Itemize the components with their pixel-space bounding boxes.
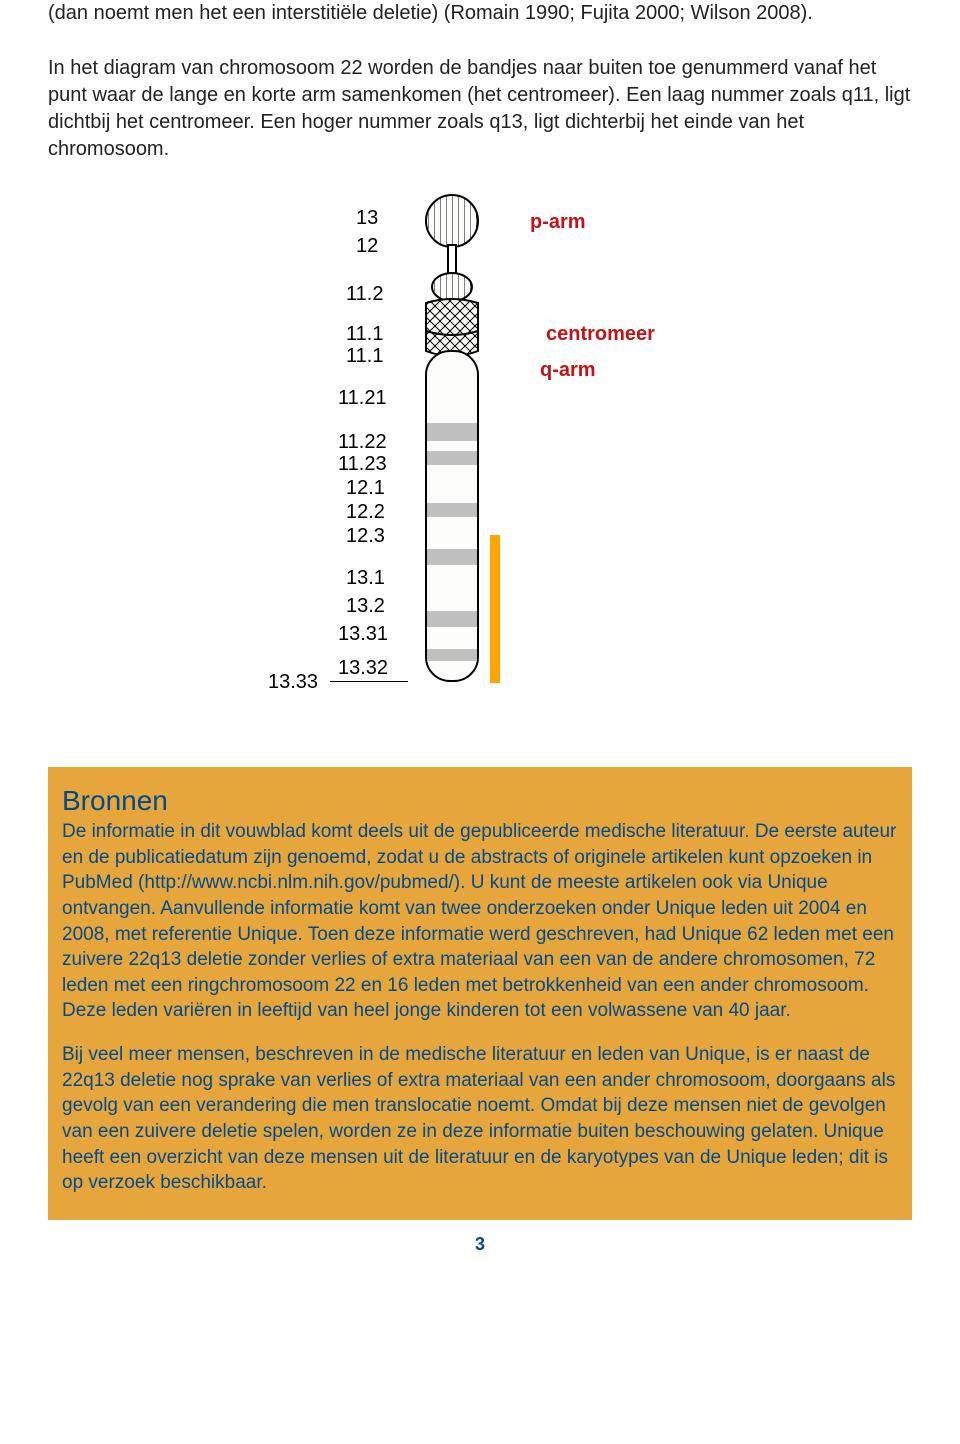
chromosome-diagram: 13 12 11.2 11.1 11.1 11.21 11.22 11.23 1… xyxy=(48,191,912,731)
band-label: 13.1 xyxy=(346,567,385,590)
band-label: 12.2 xyxy=(346,501,385,524)
band-label: 11.22 xyxy=(338,431,387,454)
sources-paragraph-1: De informatie in dit vouwblad komt deels… xyxy=(62,821,896,1021)
intro-paragraph-2: In het diagram van chromosoom 22 worden … xyxy=(48,55,912,163)
q-arm-label: q-arm xyxy=(540,359,596,382)
band-label: 12 xyxy=(356,235,378,258)
band-label: 13.2 xyxy=(346,595,385,618)
diagram-canvas: 13 12 11.2 11.1 11.1 11.21 11.22 11.23 1… xyxy=(240,191,720,731)
band-label: 13.33 xyxy=(268,671,318,694)
band-label: 11.1 xyxy=(346,345,383,368)
tick-line xyxy=(330,681,408,682)
sources-box: Bronnen De informatie in dit vouwblad ko… xyxy=(48,767,912,1220)
band-label: 13 xyxy=(356,207,378,230)
page-container: (dan noemt men het een interstitiële del… xyxy=(0,0,960,1295)
chromosome-svg xyxy=(410,191,520,701)
sources-title: Bronnen xyxy=(62,785,898,817)
band-label: 13.31 xyxy=(338,623,388,646)
band-label: 11.2 xyxy=(346,283,383,306)
sources-text: De informatie in dit vouwblad komt deels… xyxy=(62,819,898,1196)
band-label: 13.32 xyxy=(338,657,388,680)
band-label: 11.21 xyxy=(338,387,387,410)
p-arm-label: p-arm xyxy=(530,211,586,234)
centromere-label: centromeer xyxy=(546,323,655,346)
sources-paragraph-2: Bij veel meer mensen, beschreven in de m… xyxy=(62,1044,895,1193)
band-label: 11.1 xyxy=(346,323,383,346)
band-label: 12.1 xyxy=(346,477,385,500)
page-number: 3 xyxy=(48,1234,912,1255)
band-label: 12.3 xyxy=(346,525,385,548)
band-label: 11.23 xyxy=(338,453,387,476)
intro-paragraph-1: (dan noemt men het een interstitiële del… xyxy=(48,0,912,27)
